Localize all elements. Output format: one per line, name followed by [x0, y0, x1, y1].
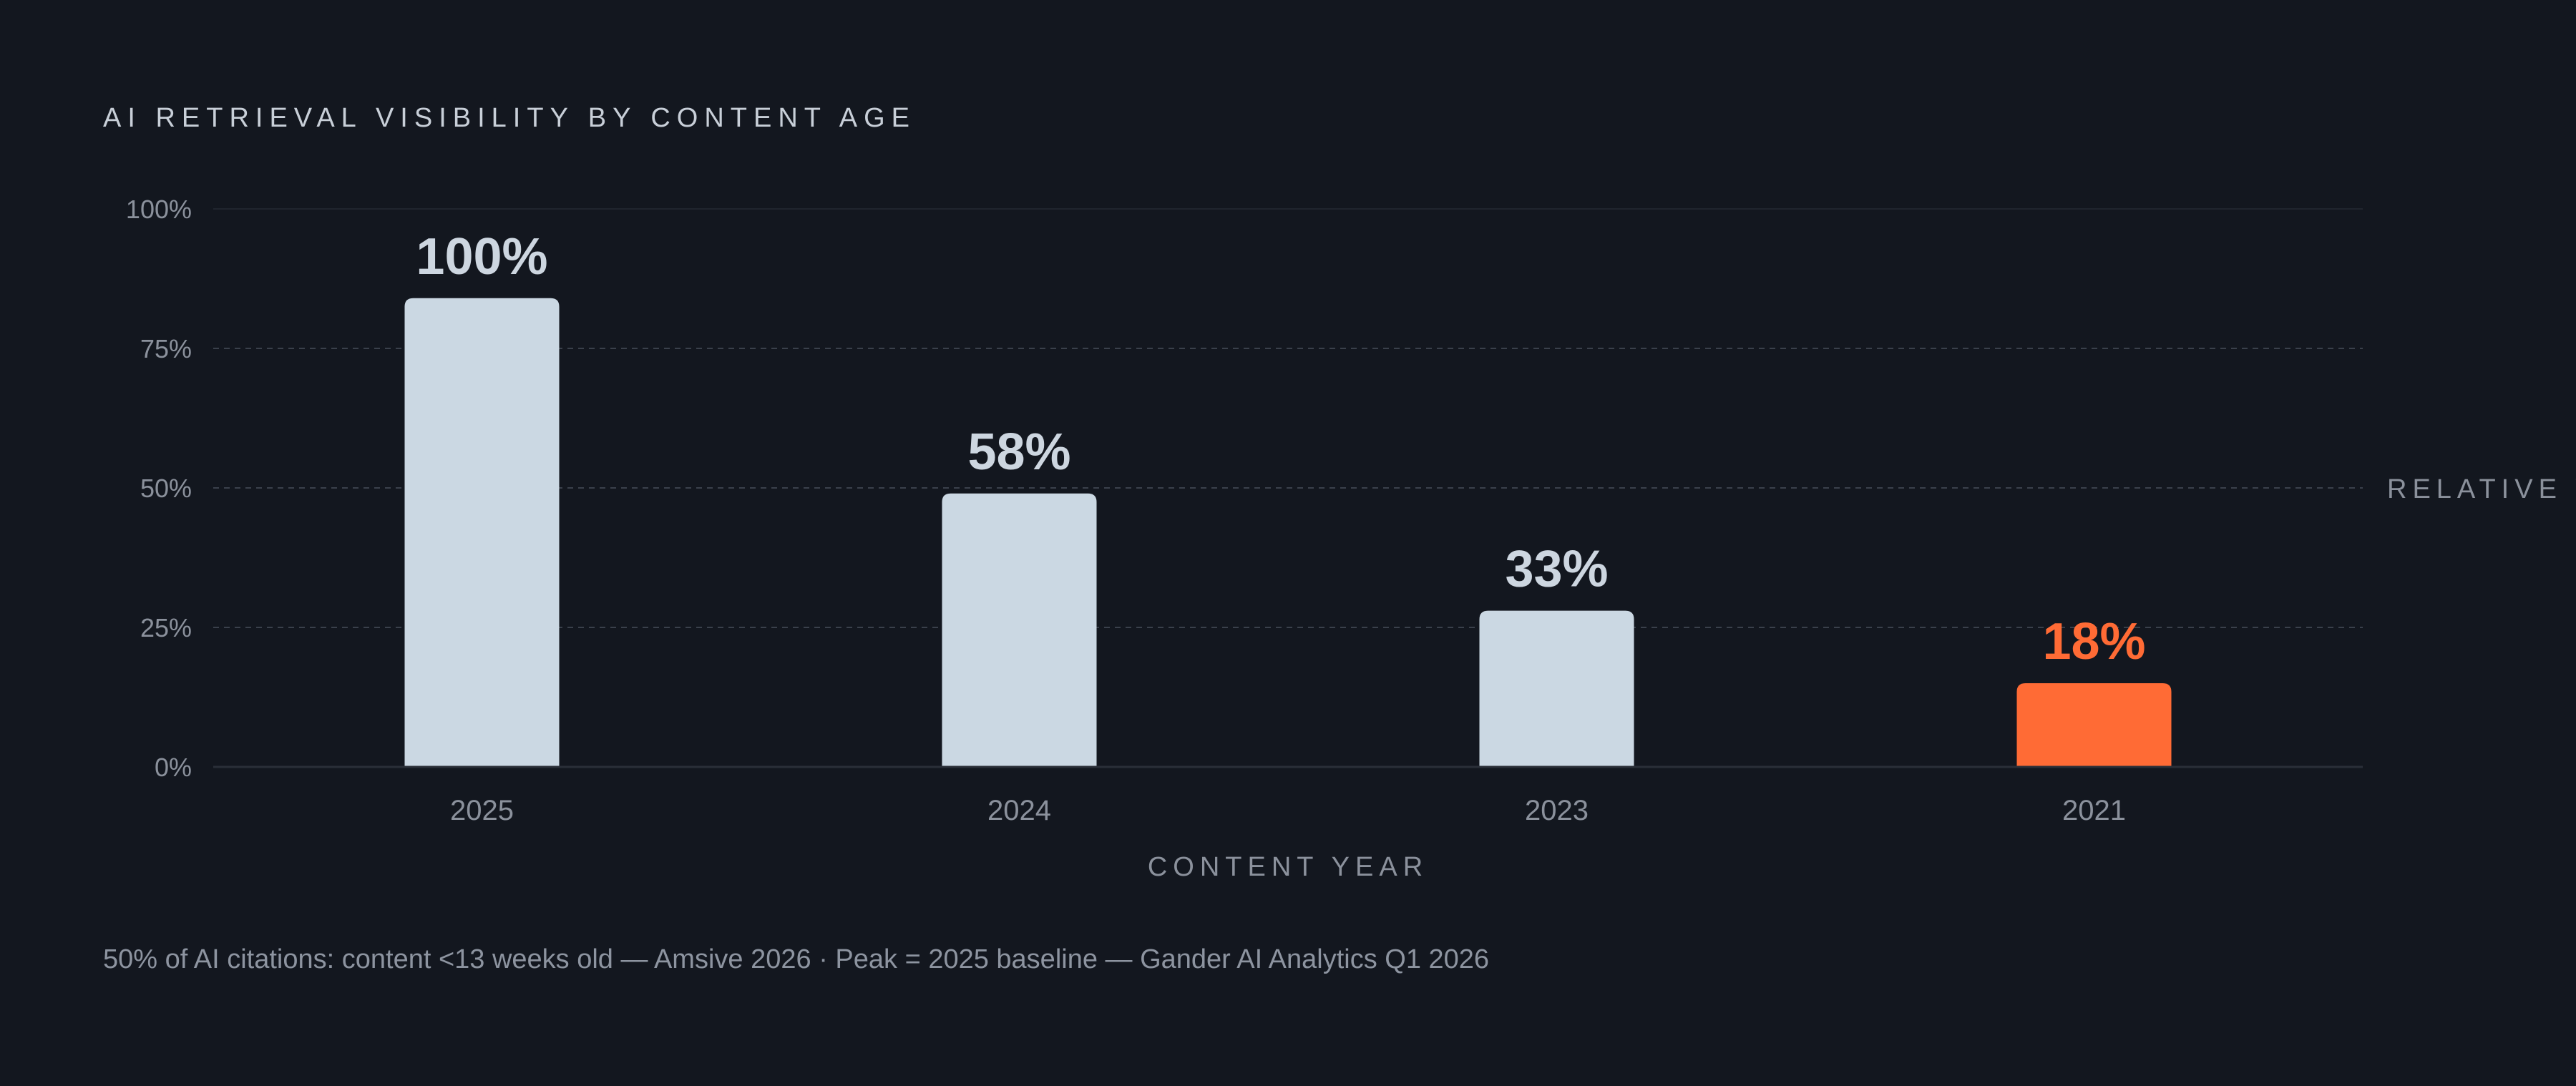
bar-value-label: 100%	[416, 228, 547, 285]
y-tick-label: 25%	[140, 613, 192, 642]
bar	[404, 298, 560, 767]
data-labels: 100% 58% 33% 18%	[416, 228, 2145, 670]
grid-lines	[213, 208, 2363, 628]
bar-value-label: 33%	[1505, 541, 1608, 598]
y-tick-label: 75%	[140, 334, 192, 363]
y-tick-label: 0%	[155, 753, 192, 782]
x-axis-title: CONTENT YEAR	[1148, 852, 1428, 882]
bar	[2016, 683, 2172, 767]
bar	[1479, 610, 1634, 767]
bars	[404, 298, 2172, 767]
y-tick-label: 100%	[126, 195, 192, 224]
y-axis-title: RELATIVE V	[2387, 474, 2576, 504]
source-caption: 50% of AI citations: content <13 weeks o…	[103, 944, 1490, 974]
y-axis-ticks: 0% 25% 50% 75% 100%	[126, 195, 192, 782]
x-tick-label: 2021	[2062, 795, 2126, 826]
x-tick-label: 2024	[987, 795, 1051, 826]
x-tick-label: 2025	[450, 795, 514, 826]
y-tick-label: 50%	[140, 474, 192, 503]
x-tick-label: 2023	[1525, 795, 1589, 826]
x-axis-ticks: 2025 2024 2023 2021	[450, 795, 2126, 826]
bar-value-label: 58%	[967, 424, 1070, 481]
bar-value-label: 18%	[2042, 613, 2145, 670]
bar	[942, 493, 1097, 767]
chart-title: AI RETRIEVAL VISIBILITY BY CONTENT AGE	[103, 103, 917, 133]
